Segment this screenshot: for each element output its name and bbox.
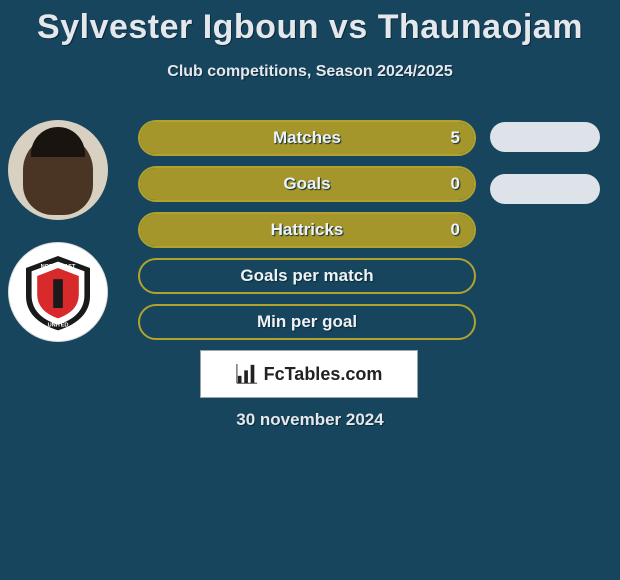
page-title: Sylvester Igboun vs Thaunaojam: [0, 0, 620, 47]
stat-bar-label: Goals per match: [140, 266, 474, 286]
stat-bar-label: Min per goal: [140, 312, 474, 332]
svg-text:UNITED: UNITED: [48, 322, 69, 328]
fctables-label: FcTables.com: [264, 364, 383, 385]
player2-club-badge: NORTHEAST UNITED: [8, 242, 108, 342]
stat-bar-fill: [140, 122, 474, 154]
stat-bar-matches: Matches5: [138, 120, 476, 156]
stat-bars: Matches5 Goals0 Hattricks0 Goals per match M…: [138, 120, 476, 350]
fctables-logo: FcTables.com: [200, 350, 418, 398]
stat-bar-hattricks: Hattricks0: [138, 212, 476, 248]
stat-bar-min-per-goal: Min per goal: [138, 304, 476, 340]
player1-avatar: [8, 120, 108, 220]
date-label: 30 november 2024: [0, 410, 620, 430]
stat-bar-fill: [140, 168, 474, 200]
stat-bar-value: 0: [451, 174, 460, 194]
bar-chart-icon: [236, 363, 258, 385]
subtitle: Club competitions, Season 2024/2025: [0, 63, 620, 81]
comparison-pill: [490, 174, 600, 204]
stat-bar-goals: Goals0: [138, 166, 476, 202]
stat-bar-value: 5: [451, 128, 460, 148]
stat-bar-fill: [140, 214, 474, 246]
comparison-pill: [490, 122, 600, 152]
club-badge-icon: NORTHEAST UNITED: [18, 252, 98, 332]
svg-text:NORTHEAST: NORTHEAST: [41, 264, 76, 270]
stat-bar-goals-per-match: Goals per match: [138, 258, 476, 294]
stat-bar-value: 0: [451, 220, 460, 240]
avatar-column: NORTHEAST UNITED: [8, 120, 118, 364]
right-pill-column: [490, 122, 600, 226]
player1-face-shape: [23, 135, 93, 215]
